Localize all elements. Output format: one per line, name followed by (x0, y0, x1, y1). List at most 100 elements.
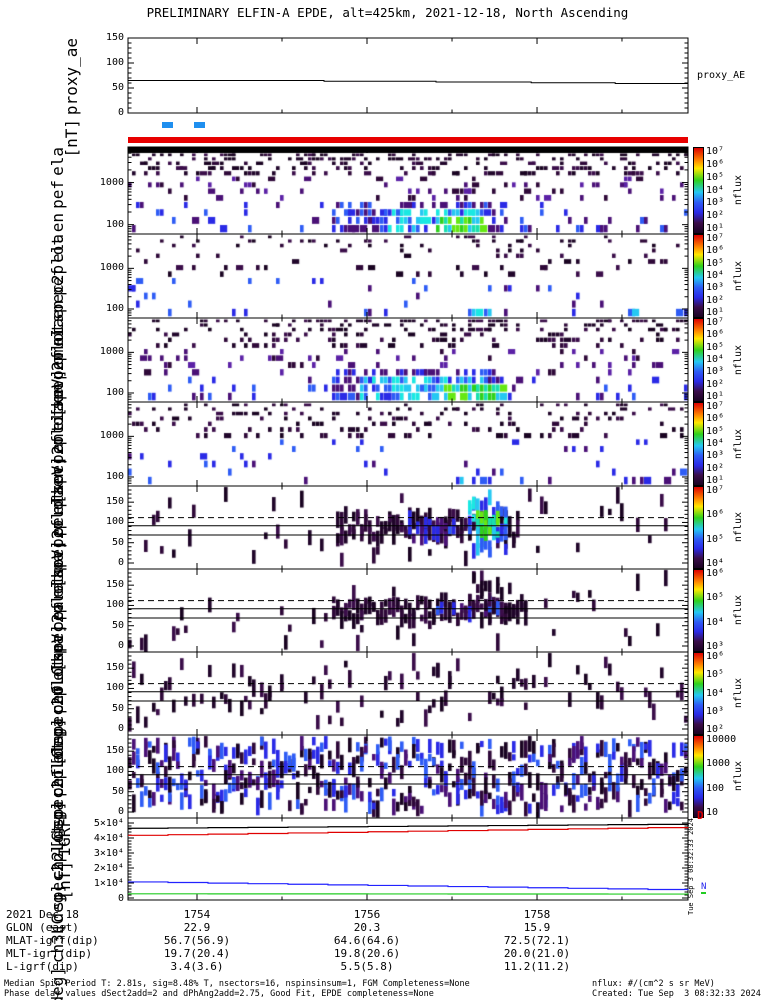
footer-line-1: Median Spin Period T: 2.81s, sig=8.48% T… (4, 979, 470, 989)
en_omni-colorbar-tick-label: 10⁷ (706, 146, 725, 157)
en_para-ytick-label: 100 (105, 470, 124, 482)
en_anti-colorbar (693, 234, 704, 318)
pa_ch0lc-colorbar (693, 486, 704, 569)
en_omni-colorbar-tick-label: 10¹ (706, 223, 725, 234)
en_perp-ytick-label: 1000 (99, 346, 124, 358)
panel-frame (127, 568, 689, 653)
panel-frame (127, 37, 689, 114)
pa_ch3lc-ytick-label: 0 (117, 806, 124, 817)
axis-table-value: 5.5(5.8) (340, 960, 394, 973)
proxy-ae-right-label: proxy_AE (697, 70, 746, 81)
pa_ch1lc-ytick-label: 100 (105, 599, 124, 611)
en_omni-ytick-label: 100 (105, 218, 124, 230)
status-bar (128, 137, 688, 143)
igrf-ytick-label: 5×10⁴ (93, 818, 124, 829)
pa_ch1lc-ytick-label: 50 (111, 619, 124, 631)
panel-frame (127, 146, 689, 235)
en_anti-ytick-label: 1000 (99, 262, 124, 274)
panel-frame (127, 817, 689, 901)
pa_ch0lc-colorbar-tick-label: 10⁴ (706, 558, 725, 569)
axis-table-value: 11.2(11.2) (503, 960, 571, 973)
en_anti-colorbar-tick-label: 10¹ (706, 307, 725, 318)
n-marker-glyph: N (701, 882, 707, 894)
spectrogram-canvas-en_para (128, 402, 688, 486)
panel-frame (127, 233, 689, 319)
en_perp-colorbar-tick-label: 10⁵ (706, 341, 725, 353)
axis-table-value: 1758 (523, 908, 551, 921)
en_anti-colorbar-tick-label: 10² (706, 294, 725, 306)
igrf-ytick-label: 3×10⁴ (93, 848, 124, 859)
en_perp-colorbar-tick-label: 10⁶ (706, 329, 725, 341)
axis-table-value: 1756 (353, 908, 381, 921)
pa_ch2lc-colorbar-tick-label: 10² (706, 724, 725, 735)
figure-title: PRELIMINARY ELFIN-A EPDE, alt=425km, 202… (146, 5, 629, 20)
axis-table-value: 20.0(21.0) (503, 947, 571, 960)
footer-nflux-unit: nflux: #/(cm^2 s sr MeV) (592, 979, 715, 989)
axis-table-value: 19.7(20.4) (163, 947, 231, 960)
pa_ch3lc-colorbar-tick-label: 10 (706, 807, 719, 818)
data-series-line (128, 827, 689, 836)
en_omni-colorbar-tick-label: 10⁴ (706, 184, 725, 196)
pa_ch3lc-colorbar-tick-label: 1000 (706, 758, 731, 770)
pa_ch1lc-colorbar-tick-label: 10³ (706, 641, 725, 652)
en_omni-colorbar (693, 147, 704, 234)
en_perp-colorbar-tick-label: 10¹ (706, 391, 725, 402)
availability-mark (194, 122, 205, 128)
pa_ch2lc-ytick-label: 50 (111, 702, 124, 714)
panel-frame (127, 485, 689, 570)
pa_ch0lc-colorbar-tick-label: 10⁷ (706, 485, 725, 496)
pa_ch1lc-colorbar-tick-label: 10⁴ (706, 616, 725, 628)
axis-table-row-label: MLAT-igrf(dip) (6, 934, 99, 947)
spectrogram-canvas-en_omni (128, 147, 688, 234)
data-series-line (128, 80, 689, 85)
en_para-colorbar-tick-label: 10⁷ (706, 401, 725, 412)
en_anti-colorbar-tick-label: 10⁵ (706, 257, 725, 269)
spectrogram-canvas-en_anti (128, 234, 688, 318)
pa_ch0lc-colorbar-tick-label: 10⁶ (706, 509, 725, 521)
pa_ch2lc-ytick-label: 150 (105, 662, 124, 674)
en_perp-colorbar-tick-label: 10⁴ (706, 354, 725, 365)
axis-table-value: 20.3 (353, 921, 381, 934)
en_omni-colorbar-tick-label: 10⁵ (706, 171, 725, 183)
en_perp-colorbar (693, 318, 704, 402)
en_perp-ytick-label: 100 (105, 386, 124, 398)
en_omni-colorbar-tick-label: 10³ (706, 197, 725, 209)
en_para-colorbar-tick-label: 10⁴ (706, 438, 725, 449)
axis-table-row-label: GLON (east) (6, 921, 79, 934)
spectrogram-canvas-pa_ch0lc (128, 486, 688, 569)
en_omni-colorbar-tick-label: 10² (706, 210, 725, 222)
pa_ch3lc-colorbar-tick-label: 100 (706, 782, 725, 794)
en_para-colorbar-tick-label: 10² (706, 462, 725, 474)
d-marker-glyph: D (697, 809, 704, 822)
pa_ch3lc-colorbar-tick-label: 10000 (706, 734, 737, 745)
panel-frame (127, 651, 689, 736)
axis-table-value: 3.4(3.6) (170, 960, 224, 973)
axis-table-row-label: MLT-igrf(dip) (6, 947, 93, 960)
igrf-ytick-label: 4×10⁴ (93, 833, 124, 844)
pa_ch0lc-ytick-label: 100 (105, 516, 124, 528)
en_anti-colorbar-tick-label: 10⁷ (706, 233, 725, 244)
pa_ch3lc-ytick-label: 50 (111, 785, 124, 797)
spectrogram-canvas-pa_ch2lc (128, 652, 688, 735)
en_para-colorbar-tick-label: 10³ (706, 450, 725, 462)
en_para-ytick-label: 1000 (99, 430, 124, 442)
igrf-ytick-label: 1×10⁴ (93, 878, 124, 889)
proxy-ytick-label: 150 (105, 32, 124, 43)
data-series-line (128, 823, 689, 829)
pa_ch2lc-colorbar-tick-label: 10⁶ (706, 651, 725, 662)
data-series-line (128, 881, 689, 891)
en_para-colorbar (693, 402, 704, 486)
pa_ch0lc-ytick-label: 50 (111, 536, 124, 548)
en_para-colorbar-tick-label: 10¹ (706, 475, 725, 486)
pa_ch0lc-ytick-label: 0 (117, 557, 124, 568)
pa_ch1lc-colorbar-tick-label: 10⁶ (706, 568, 725, 579)
axis-table-value: 56.7(56.9) (163, 934, 231, 947)
axis-table-value: 64.6(64.6) (333, 934, 401, 947)
footer-created: Created: Tue Sep 3 08:32:33 2024 (592, 989, 761, 999)
igrf-ytick-label: 0 (117, 893, 124, 904)
proxy-ytick-label: 0 (117, 107, 124, 118)
pa_ch2lc-colorbar-tick-label: 10⁴ (706, 687, 725, 699)
igrf-ytick-label: 2×10⁴ (93, 863, 124, 874)
